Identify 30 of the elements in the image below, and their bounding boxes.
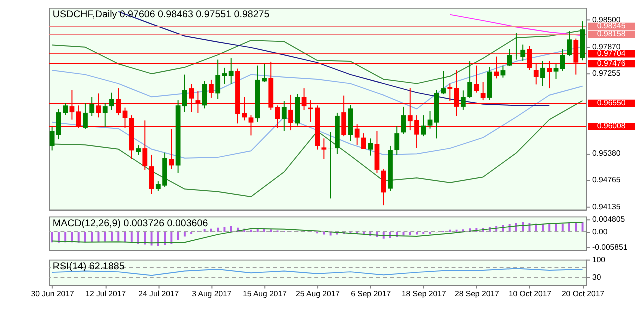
y-tick-label: 0.97255 — [592, 68, 622, 78]
x-tick-label: 15 Aug 2017 — [243, 290, 287, 299]
x-tick-label: 24 Jul 2017 — [138, 290, 180, 299]
y-tick-label: -0.005851 — [592, 242, 628, 252]
y-tick-label: 0.94765 — [592, 176, 622, 185]
ref-line-label: 0.96550 — [597, 98, 626, 108]
x-tick-label: 10 Oct 2017 — [508, 290, 552, 299]
x-tick-label: 28 Sep 2017 — [454, 290, 500, 299]
x-tick-label: 3 Aug 2017 — [192, 290, 232, 299]
chart-title: RSI(14) 62.1885 — [52, 262, 126, 273]
y-tick-label: 0.98500 — [592, 15, 622, 24]
chart-title: MACD(12,26,9) 0.003726 0.003606 — [52, 218, 209, 230]
x-tick-label: 30 Jun 2017 — [31, 290, 74, 299]
ref-line-label: 0.97704 — [597, 49, 626, 58]
y-tick-label: 100 — [592, 255, 606, 264]
y-tick-label: 0.97870 — [592, 42, 622, 52]
y-tick-label: 0.95380 — [592, 149, 622, 158]
x-tick-label: 20 Oct 2017 — [562, 290, 605, 299]
ref-line-label: 0.98345 — [597, 22, 626, 31]
x-tick-label: 25 Aug 2017 — [296, 290, 340, 299]
y-tick-label: 30 — [592, 273, 602, 282]
ref-line-label: 0.97476 — [597, 58, 626, 68]
ref-line-label: 0.96008 — [597, 122, 626, 131]
y-tick-label: 0.94135 — [592, 202, 622, 212]
x-tick-label: 6 Sep 2017 — [351, 290, 392, 299]
y-tick-label: 0.004805 — [592, 214, 626, 224]
y-tick-label: 0.00 — [592, 227, 608, 236]
ref-line-label: 0.98158 — [597, 30, 626, 39]
x-tick-label: 18 Sep 2017 — [402, 290, 446, 299]
x-tick-label: 12 Jul 2017 — [86, 290, 126, 299]
